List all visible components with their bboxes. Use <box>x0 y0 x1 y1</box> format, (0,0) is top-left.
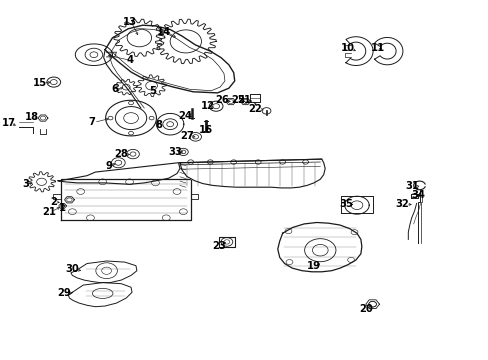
Polygon shape <box>277 222 361 272</box>
Polygon shape <box>71 261 137 283</box>
Polygon shape <box>345 37 372 66</box>
Polygon shape <box>58 163 180 184</box>
Polygon shape <box>68 283 132 307</box>
Text: 15: 15 <box>33 78 47 88</box>
Text: 24: 24 <box>178 111 191 121</box>
Polygon shape <box>374 37 402 65</box>
Text: 22: 22 <box>248 104 262 114</box>
Text: 29: 29 <box>58 288 71 298</box>
Text: 32: 32 <box>394 199 408 210</box>
Text: 33: 33 <box>168 147 182 157</box>
Polygon shape <box>180 159 325 188</box>
Text: 26: 26 <box>215 95 229 105</box>
Text: 2: 2 <box>50 197 57 207</box>
Text: 9: 9 <box>105 161 112 171</box>
Text: 4: 4 <box>126 55 133 66</box>
Text: 23: 23 <box>212 240 225 251</box>
Text: 13: 13 <box>122 17 136 27</box>
Text: 5: 5 <box>149 86 156 96</box>
Text: 27: 27 <box>180 131 193 141</box>
Polygon shape <box>28 172 55 192</box>
Text: 1: 1 <box>59 203 65 213</box>
Text: 21: 21 <box>237 95 251 105</box>
Text: 14: 14 <box>157 27 171 37</box>
Text: 18: 18 <box>25 112 39 122</box>
Polygon shape <box>344 196 368 214</box>
Text: 11: 11 <box>369 42 384 53</box>
Text: 25: 25 <box>231 95 245 105</box>
Text: 20: 20 <box>358 304 372 314</box>
Text: 8: 8 <box>155 120 162 130</box>
Text: 30: 30 <box>65 264 79 274</box>
Polygon shape <box>61 179 190 220</box>
Text: 28: 28 <box>114 149 128 159</box>
Text: 7: 7 <box>88 117 95 127</box>
Polygon shape <box>115 79 137 95</box>
Text: 3: 3 <box>22 179 29 189</box>
Polygon shape <box>105 100 156 136</box>
Text: 17: 17 <box>2 118 16 128</box>
Polygon shape <box>114 19 164 57</box>
Text: 34: 34 <box>410 190 424 200</box>
Text: 31: 31 <box>405 181 418 192</box>
Text: 16: 16 <box>199 125 213 135</box>
Polygon shape <box>155 19 216 64</box>
Text: 6: 6 <box>111 84 118 94</box>
Polygon shape <box>137 75 166 96</box>
Text: 35: 35 <box>339 199 352 210</box>
Text: 19: 19 <box>306 261 320 271</box>
Text: 21: 21 <box>42 207 56 217</box>
Text: 12: 12 <box>201 101 214 111</box>
Polygon shape <box>75 44 112 66</box>
Polygon shape <box>156 113 183 135</box>
Text: 10: 10 <box>341 42 354 53</box>
